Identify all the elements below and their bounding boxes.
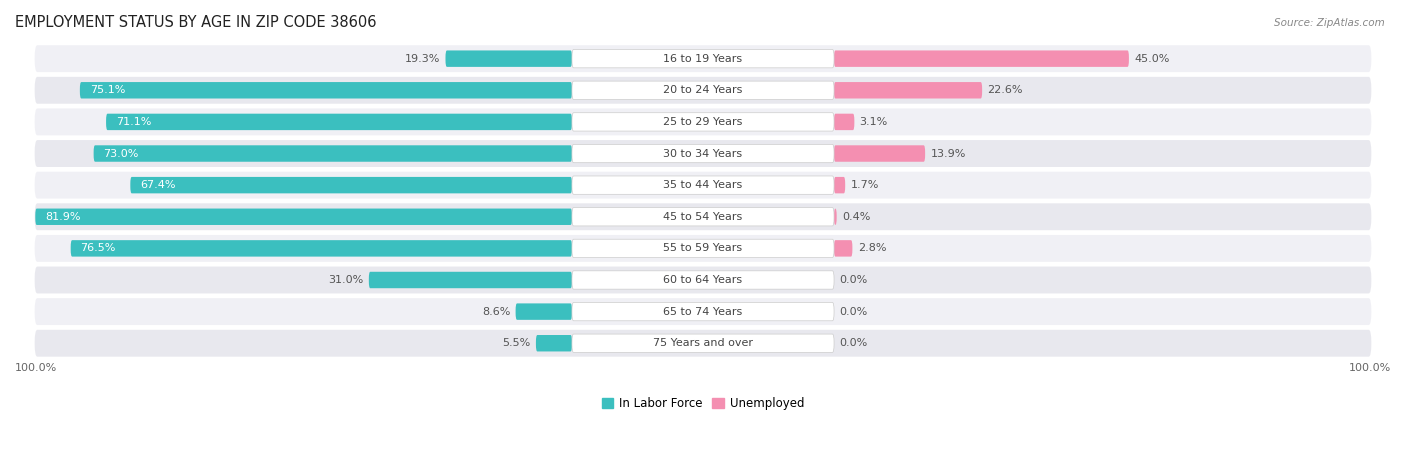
FancyBboxPatch shape — [572, 113, 834, 131]
FancyBboxPatch shape — [834, 82, 983, 98]
FancyBboxPatch shape — [516, 304, 572, 320]
FancyBboxPatch shape — [834, 145, 925, 162]
Text: 55 to 59 Years: 55 to 59 Years — [664, 244, 742, 253]
FancyBboxPatch shape — [572, 239, 834, 258]
Text: 25 to 29 Years: 25 to 29 Years — [664, 117, 742, 127]
FancyBboxPatch shape — [105, 114, 572, 130]
Text: 81.9%: 81.9% — [45, 212, 80, 222]
Text: 75 Years and over: 75 Years and over — [652, 338, 754, 348]
Text: 16 to 19 Years: 16 to 19 Years — [664, 54, 742, 64]
FancyBboxPatch shape — [35, 235, 1371, 262]
Text: 13.9%: 13.9% — [931, 148, 966, 158]
FancyBboxPatch shape — [35, 108, 1371, 135]
FancyBboxPatch shape — [35, 45, 1371, 72]
Text: 0.0%: 0.0% — [839, 338, 868, 348]
FancyBboxPatch shape — [35, 208, 572, 225]
FancyBboxPatch shape — [35, 140, 1371, 167]
Text: 0.0%: 0.0% — [839, 307, 868, 317]
Text: 71.1%: 71.1% — [115, 117, 152, 127]
Text: 100.0%: 100.0% — [15, 363, 58, 373]
Text: 19.3%: 19.3% — [405, 54, 440, 64]
Text: 0.4%: 0.4% — [842, 212, 870, 222]
FancyBboxPatch shape — [834, 208, 837, 225]
Text: 22.6%: 22.6% — [987, 85, 1024, 95]
Text: 5.5%: 5.5% — [502, 338, 530, 348]
Text: EMPLOYMENT STATUS BY AGE IN ZIP CODE 38606: EMPLOYMENT STATUS BY AGE IN ZIP CODE 386… — [15, 15, 377, 30]
FancyBboxPatch shape — [80, 82, 572, 98]
Text: 1.7%: 1.7% — [851, 180, 879, 190]
FancyBboxPatch shape — [35, 330, 1371, 357]
FancyBboxPatch shape — [572, 144, 834, 163]
FancyBboxPatch shape — [834, 177, 845, 193]
FancyBboxPatch shape — [572, 271, 834, 289]
FancyBboxPatch shape — [446, 51, 572, 67]
FancyBboxPatch shape — [572, 334, 834, 352]
Text: 45.0%: 45.0% — [1135, 54, 1170, 64]
FancyBboxPatch shape — [35, 172, 1371, 198]
Text: 3.1%: 3.1% — [859, 117, 887, 127]
Text: 73.0%: 73.0% — [104, 148, 139, 158]
FancyBboxPatch shape — [94, 145, 572, 162]
Text: 31.0%: 31.0% — [329, 275, 364, 285]
Legend: In Labor Force, Unemployed: In Labor Force, Unemployed — [602, 397, 804, 410]
Text: 8.6%: 8.6% — [482, 307, 510, 317]
FancyBboxPatch shape — [834, 114, 855, 130]
Text: 75.1%: 75.1% — [90, 85, 125, 95]
FancyBboxPatch shape — [35, 267, 1371, 294]
Text: 65 to 74 Years: 65 to 74 Years — [664, 307, 742, 317]
Text: 35 to 44 Years: 35 to 44 Years — [664, 180, 742, 190]
FancyBboxPatch shape — [131, 177, 572, 193]
Text: 60 to 64 Years: 60 to 64 Years — [664, 275, 742, 285]
Text: 100.0%: 100.0% — [1348, 363, 1391, 373]
FancyBboxPatch shape — [536, 335, 572, 351]
FancyBboxPatch shape — [572, 81, 834, 100]
FancyBboxPatch shape — [35, 77, 1371, 104]
Text: 67.4%: 67.4% — [141, 180, 176, 190]
Text: 45 to 54 Years: 45 to 54 Years — [664, 212, 742, 222]
FancyBboxPatch shape — [834, 51, 1129, 67]
FancyBboxPatch shape — [572, 176, 834, 194]
FancyBboxPatch shape — [368, 272, 572, 288]
FancyBboxPatch shape — [572, 207, 834, 226]
Text: Source: ZipAtlas.com: Source: ZipAtlas.com — [1274, 18, 1385, 28]
FancyBboxPatch shape — [35, 298, 1371, 325]
Text: 30 to 34 Years: 30 to 34 Years — [664, 148, 742, 158]
Text: 20 to 24 Years: 20 to 24 Years — [664, 85, 742, 95]
FancyBboxPatch shape — [70, 240, 572, 257]
Text: 0.0%: 0.0% — [839, 275, 868, 285]
FancyBboxPatch shape — [834, 240, 852, 257]
FancyBboxPatch shape — [35, 203, 1371, 230]
FancyBboxPatch shape — [572, 50, 834, 68]
Text: 76.5%: 76.5% — [80, 244, 115, 253]
Text: 2.8%: 2.8% — [858, 244, 886, 253]
FancyBboxPatch shape — [572, 303, 834, 321]
